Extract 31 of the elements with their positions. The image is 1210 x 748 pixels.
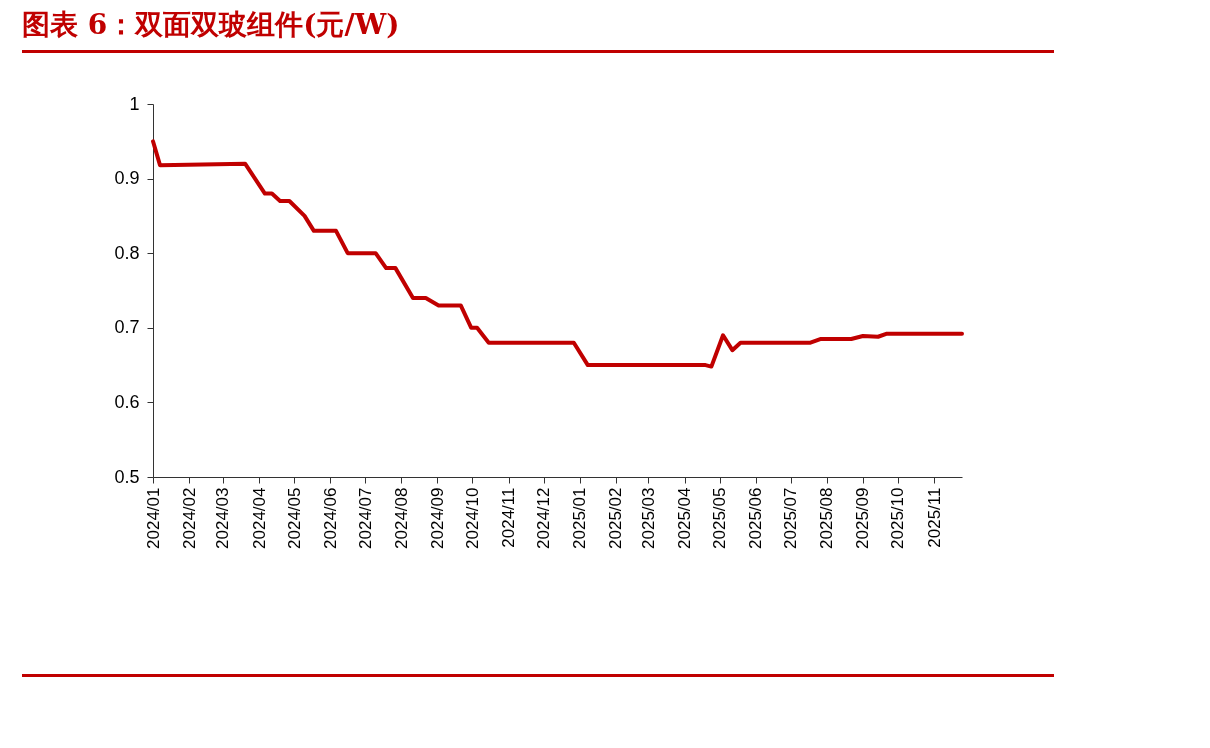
y-tick-label: 0.7 [114,317,140,338]
x-tick-label: 2024/10 [462,487,482,549]
x-tick-label: 2025/07 [781,487,801,549]
chart-title: 图表 6：双面双玻组件(元/W) [22,6,1054,53]
x-tick-label: 2024/01 [143,487,163,549]
y-tick-label: 1 [129,93,140,114]
y-tick-label: 0.6 [114,391,140,412]
x-tick-label: 2024/11 [499,487,519,548]
x-tick-label: 2025/05 [710,487,730,549]
x-tick-label: 2024/05 [284,487,304,549]
x-tick-label: 2025/11 [924,487,944,548]
x-tick-label: 2025/03 [638,487,658,549]
x-tick-label: 2024/03 [213,487,233,549]
x-tick-label: 2025/10 [888,487,908,549]
x-tick-label: 2025/08 [817,487,837,549]
x-tick-label: 2024/06 [320,487,340,549]
x-tick-label: 2024/12 [534,487,554,549]
x-tick-label: 2024/08 [391,487,411,549]
y-tick-label: 0.9 [114,168,140,189]
y-tick-label: 0.8 [114,242,140,263]
x-tick-label: 2025/02 [606,487,626,549]
x-tick-label: 2025/04 [675,487,695,549]
x-tick-label: 2024/09 [427,487,447,549]
x-tick-label: 2024/04 [249,487,269,549]
y-tick-label: 0.5 [114,466,140,487]
x-tick-label: 2024/02 [179,487,199,549]
x-tick-label: 2025/09 [853,487,873,549]
line-series [151,139,964,369]
x-tick-label: 2025/06 [746,487,766,549]
x-tick-label: 2025/01 [570,487,590,549]
x-tick-label: 2024/07 [355,487,375,549]
